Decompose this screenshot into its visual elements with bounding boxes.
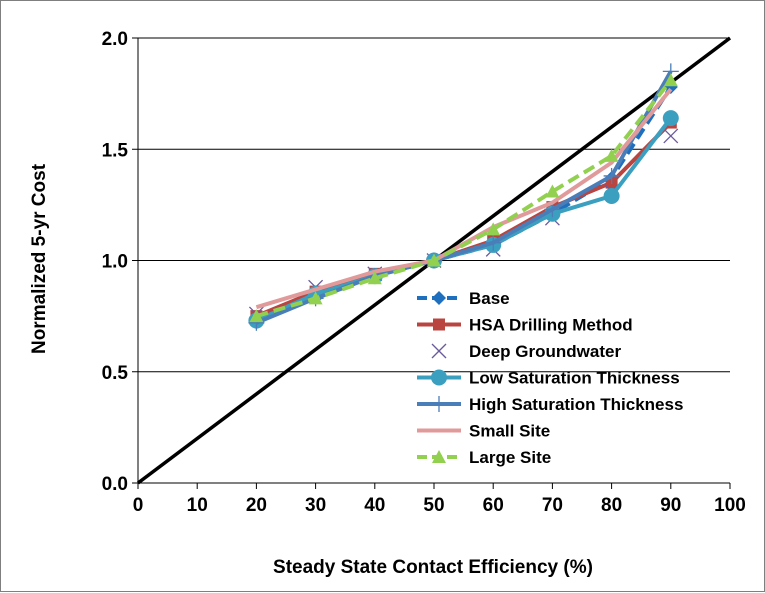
x-tick-label: 60 — [483, 495, 504, 516]
legend-label: Deep Groundwater — [469, 342, 621, 361]
x-tick-label: 90 — [660, 495, 681, 516]
x-tick-label: 30 — [305, 495, 326, 516]
data-point — [485, 234, 502, 251]
legend-label: Large Site — [469, 448, 551, 467]
x-tick-label: 100 — [714, 495, 746, 516]
data-point — [545, 184, 560, 198]
legend-item: Low Saturation Thickness — [417, 369, 680, 388]
legend-label: Small Site — [469, 422, 550, 441]
legend-item: Deep Groundwater — [431, 342, 621, 361]
y-tick-label: 0.5 — [102, 363, 129, 384]
series-layer — [248, 63, 679, 331]
legend-swatch-marker — [432, 450, 446, 463]
y-tick-label: 2.0 — [102, 29, 128, 50]
x-tick-label: 10 — [187, 495, 208, 516]
x-axis-title: Steady State Contact Efficiency (%) — [273, 557, 593, 578]
x-tick-label: 70 — [542, 495, 563, 516]
legend-item: Base — [417, 289, 510, 308]
legend-item: HSA Drilling Method — [417, 316, 633, 335]
series-low-saturation-thickness — [248, 110, 679, 329]
legend-swatch-marker — [431, 396, 447, 412]
legend-item: High Saturation Thickness — [417, 395, 683, 414]
x-tick-label: 20 — [246, 495, 267, 516]
data-point — [367, 271, 382, 285]
data-point — [663, 73, 678, 87]
legend-item: Large Site — [417, 448, 551, 467]
data-point — [662, 110, 679, 127]
legend-label: Base — [469, 289, 510, 308]
data-point — [486, 222, 501, 236]
x-tick-label: 80 — [601, 495, 622, 516]
y-tick-label: 1.0 — [102, 252, 128, 273]
tick-labels: 0.0 0.5 1.0 1.5 2.0 0 10 20 30 40 50 60 70 80 90 100 — [102, 29, 746, 516]
y-tick-label: 1.5 — [102, 140, 129, 161]
legend-swatch-marker — [433, 318, 445, 331]
legend-swatch-marker — [431, 343, 447, 359]
axes — [132, 37, 731, 489]
data-point — [249, 309, 264, 323]
legend: Base HSA Drilling Method Deep Groundwater L… — [417, 289, 683, 467]
x-tick-label: 50 — [423, 495, 444, 516]
legend-label: High Saturation Thickness — [469, 395, 683, 414]
legend-label: Low Saturation Thickness — [469, 369, 680, 388]
legend-item: Small Site — [417, 422, 550, 441]
series-line — [255, 85, 673, 323]
legend-swatch-marker — [432, 291, 446, 305]
x-tick-label: 40 — [364, 495, 385, 516]
series-line — [255, 79, 673, 319]
data-point — [427, 253, 441, 267]
series-large-site — [249, 73, 678, 323]
legend-swatch-marker — [431, 369, 447, 386]
x-tick-label: 0 — [133, 495, 144, 516]
data-point — [603, 167, 620, 184]
data-point — [308, 291, 323, 305]
legend-label: HSA Drilling Method — [469, 316, 633, 335]
y-tick-label: 0.0 — [102, 474, 128, 495]
data-point — [663, 128, 679, 144]
y-axis-title: Normalized 5-yr Cost — [29, 163, 50, 354]
data-point — [604, 148, 619, 162]
data-point — [603, 187, 620, 204]
